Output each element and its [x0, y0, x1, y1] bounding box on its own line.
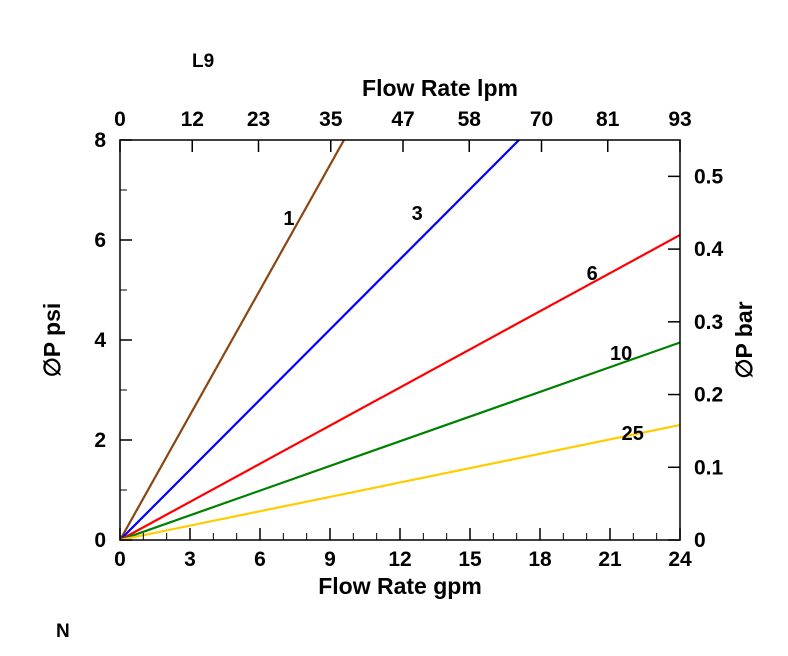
xb-tick-3: 3	[184, 548, 196, 571]
yr-tick-0.2: 0.2	[694, 384, 723, 407]
flow-rate-pressure-chart: 136102503691215182124Flow Rate gpm012233…	[0, 0, 788, 656]
xt-tick-35: 35	[319, 108, 343, 131]
stray-label-l9: L9	[192, 51, 214, 73]
yr-tick-0.4: 0.4	[694, 238, 724, 261]
yr-tick-0.3: 0.3	[694, 311, 723, 334]
xb-tick-15: 15	[458, 548, 482, 571]
xt-tick-47: 47	[391, 108, 414, 131]
series-label-3: 3	[412, 203, 423, 225]
stray-label-n: N	[56, 621, 70, 643]
series-label-6: 6	[587, 263, 598, 285]
xb-tick-9: 9	[324, 548, 336, 571]
yl-tick-2: 2	[94, 429, 106, 452]
plot-frame	[120, 140, 680, 540]
series-label-1: 1	[283, 208, 294, 230]
series-label-10: 10	[610, 343, 632, 365]
yl-tick-0: 0	[94, 529, 106, 552]
xt-tick-93: 93	[668, 108, 691, 131]
yl-tick-4: 4	[94, 329, 106, 352]
xt-tick-70: 70	[530, 108, 553, 131]
series-label-25: 25	[622, 423, 644, 445]
xb-tick-21: 21	[598, 548, 622, 571]
yr-tick-0: 0	[694, 529, 706, 552]
x-bottom-title: Flow Rate gpm	[318, 573, 482, 599]
xb-tick-24: 24	[668, 548, 692, 571]
x-top-title: Flow Rate lpm	[362, 75, 518, 101]
xt-tick-12: 12	[181, 108, 204, 131]
series-line-3	[120, 140, 519, 540]
yl-tick-8: 8	[94, 129, 106, 152]
y-right-title: ∅P bar	[731, 301, 757, 378]
xt-tick-81: 81	[596, 108, 620, 131]
yl-tick-6: 6	[94, 229, 106, 252]
xt-tick-0: 0	[114, 108, 126, 131]
xb-tick-6: 6	[254, 548, 266, 571]
yr-tick-0.5: 0.5	[694, 165, 724, 188]
xt-tick-23: 23	[247, 108, 270, 131]
xb-tick-0: 0	[114, 548, 126, 571]
y-left-title: ∅P psi	[39, 303, 65, 378]
xb-tick-12: 12	[388, 548, 411, 571]
xb-tick-18: 18	[528, 548, 552, 571]
yr-tick-0.1: 0.1	[694, 456, 724, 479]
xt-tick-58: 58	[458, 108, 482, 131]
